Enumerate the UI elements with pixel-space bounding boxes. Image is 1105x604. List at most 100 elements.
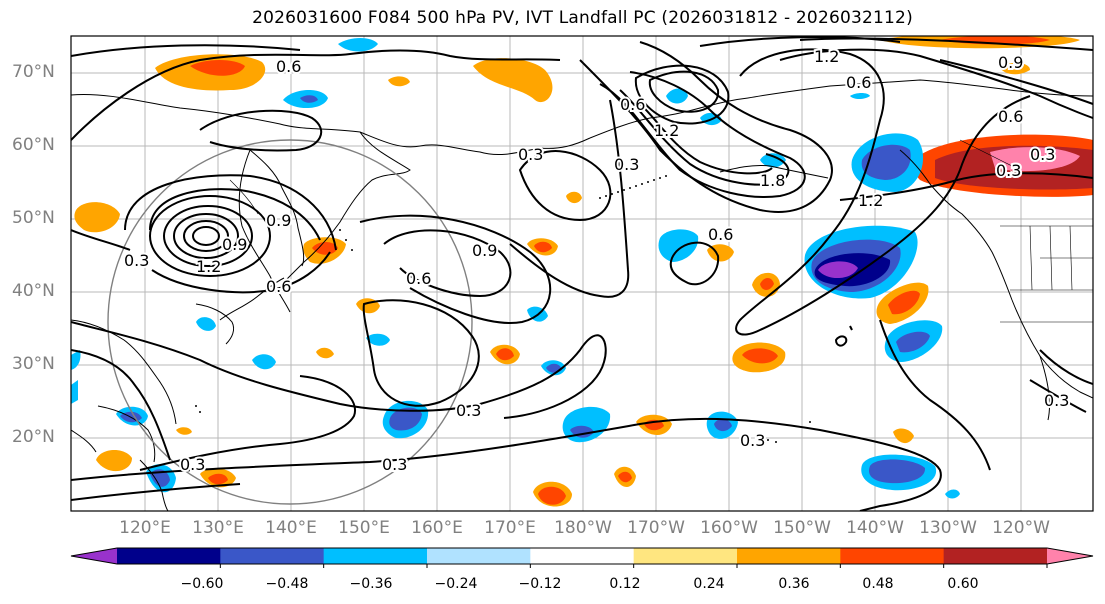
- lon-label: 150°E: [338, 518, 390, 538]
- pv-blob-positive: [888, 290, 920, 315]
- lon-label: 160°W: [700, 518, 758, 538]
- contour-label: 0.3: [382, 455, 407, 474]
- colorbar-tick-label: −0.12: [518, 576, 562, 592]
- pv-blob-negative: [252, 354, 276, 370]
- pv-blob-negative: [71, 380, 78, 404]
- pv-blob-positive: [893, 428, 914, 444]
- pv-blob-negative: [945, 489, 960, 499]
- pv-blob-positive: [990, 147, 1080, 172]
- contour-label: 0.9: [472, 241, 497, 260]
- colorbar-tick-label: 0.36: [778, 576, 810, 592]
- pv-blob-negative: [714, 418, 732, 432]
- contour-label: 0.6: [620, 95, 645, 114]
- lat-label: 20°N: [12, 427, 55, 447]
- contour-label: 0.3: [1030, 145, 1055, 164]
- lon-label: 140°W: [846, 518, 904, 538]
- pv-blob-positive: [208, 473, 228, 485]
- pv-blob-negative: [868, 459, 926, 484]
- contour-label: 0.3: [1044, 391, 1069, 410]
- lon-label: 120°W: [992, 518, 1050, 538]
- pv-blob-positive: [618, 471, 632, 483]
- pv-blob-positive: [71, 350, 81, 370]
- pv-blob-positive: [312, 242, 338, 255]
- pv-blob-negative: [150, 469, 170, 487]
- colorbar-tick-label: 0.60: [947, 576, 979, 592]
- map-frame: [70, 35, 1094, 512]
- contour-label: 0.3: [518, 145, 543, 164]
- colorbar-tick-label: −0.24: [434, 576, 478, 592]
- borders: [229, 139, 1093, 323]
- pv-blob-positive: [742, 348, 778, 364]
- pv-blob-positive: [496, 348, 514, 361]
- contour-label: 0.9: [222, 235, 247, 254]
- landfall-radius-circle: [107, 139, 473, 505]
- contour-label: 0.3: [996, 161, 1021, 180]
- pv-blob-negative: [896, 331, 930, 353]
- contour-label: 1.2: [858, 191, 883, 210]
- contour-label: 0.9: [998, 53, 1023, 72]
- ivt-contours: [71, 36, 1093, 511]
- contour-label: 0.3: [614, 155, 639, 174]
- pv-blob-positive: [1000, 62, 1030, 75]
- lon-label: 120°E: [119, 518, 171, 538]
- pv-blob-positive: [96, 449, 132, 472]
- contour-label: 0.3: [180, 455, 205, 474]
- contour-label: 0.6: [998, 107, 1023, 126]
- colorbar-tick-label: 0.12: [609, 576, 641, 592]
- contour-label: 0.6: [266, 277, 291, 296]
- colorbar-tick-label: −0.36: [349, 576, 393, 592]
- colorbar-tick-label: 0.24: [693, 576, 725, 592]
- pv-blob-positive: [316, 347, 334, 359]
- lon-label: 160°E: [411, 518, 463, 538]
- pv-blob-negative: [389, 407, 422, 431]
- contour-label: 1.8: [760, 171, 785, 190]
- lat-label: 50°N: [12, 208, 55, 228]
- pv-blob-negative: [338, 38, 378, 52]
- contour-label: 1.2: [654, 121, 679, 140]
- lat-label: 60°N: [12, 135, 55, 155]
- contour-label: 0.6: [708, 225, 733, 244]
- pv-blob-negative: [300, 95, 318, 103]
- pv-blob-negative: [366, 333, 390, 346]
- pv-blob-positive: [534, 241, 552, 253]
- pv-blob-negative: [818, 261, 858, 279]
- lon-label: 150°W: [773, 518, 831, 538]
- coastlines: [71, 79, 1093, 511]
- pv-blob-positive: [538, 486, 566, 505]
- colorbar-tick-label: −0.48: [265, 576, 309, 592]
- contour-label: 0.6: [406, 269, 431, 288]
- contour-label: 0.6: [846, 73, 871, 92]
- pv-blob-positive: [176, 427, 192, 435]
- colorbar-tick-label: 0.48: [862, 576, 894, 592]
- colorbar-tick-label: −0.60: [180, 576, 224, 592]
- pv-blob-positive: [388, 76, 410, 87]
- lon-label: 130°E: [192, 518, 244, 538]
- island-chain: [195, 175, 811, 443]
- lon-label: 170°E: [484, 518, 536, 538]
- contour-label: 1.2: [196, 257, 221, 276]
- lon-label: 140°E: [265, 518, 317, 538]
- pv-blob-negative: [196, 317, 216, 331]
- plot-title: 2026031600 F084 500 hPa PV, IVT Landfall…: [252, 8, 913, 28]
- lon-label: 170°W: [627, 518, 685, 538]
- lon-label: 180°W: [554, 518, 612, 538]
- contour-label: 0.3: [740, 431, 765, 450]
- lon-label: 130°W: [919, 518, 977, 538]
- pv-blob-negative: [760, 153, 786, 168]
- contour-label: 0.6: [276, 57, 301, 76]
- pv-blob-positive: [566, 191, 582, 204]
- contour-label: 1.2: [814, 47, 839, 66]
- pv-blob-negative: [658, 229, 699, 262]
- contour-labels: 0.6 0.9 1.2 0.6 0.9 0.6 1.2 1.8 1.2 0.6 …: [122, 45, 1071, 476]
- pv-blob-negative: [850, 93, 870, 99]
- pv-blob-positive: [190, 60, 245, 76]
- pv-blob-positive: [760, 278, 774, 290]
- lat-label: 30°N: [12, 354, 55, 374]
- pv-blob-positive: [74, 202, 120, 233]
- contour-label: 0.3: [456, 401, 481, 420]
- lat-label: 40°N: [12, 281, 55, 301]
- lat-label: 70°N: [12, 62, 55, 82]
- contour-label: 0.9: [266, 211, 291, 230]
- pv-blob-negative: [861, 144, 911, 180]
